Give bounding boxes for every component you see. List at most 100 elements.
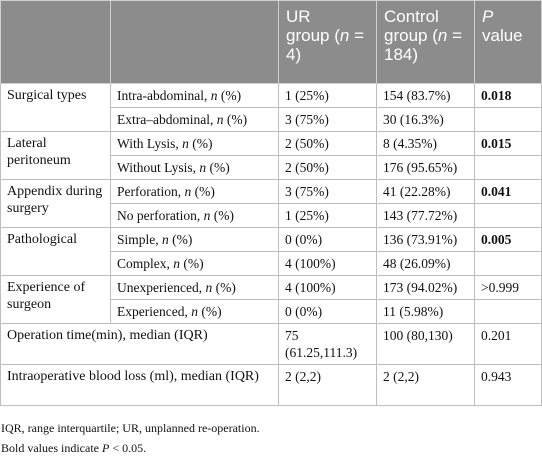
text: Control group ( — [384, 7, 439, 45]
header-cell — [110, 0, 279, 84]
text: (%) — [197, 304, 222, 319]
text: Experienced, — [117, 304, 192, 319]
text: Simple, — [117, 232, 163, 247]
cell: Experience of surgeon — [0, 275, 111, 324]
cell: 75 (61.25,111.3) — [278, 323, 377, 365]
text: n — [437, 26, 448, 45]
text: P — [482, 7, 494, 26]
text: (%) — [188, 136, 213, 151]
cell: Intraoperative blood loss (ml), median (… — [0, 364, 279, 406]
cell: 0.943 — [474, 364, 542, 406]
cell: Unexperienced, n (%) — [110, 275, 279, 300]
text: n — [199, 160, 207, 175]
cell: 2 (2,2) — [278, 364, 377, 406]
table-body: Surgical types Intra-abdominal, n (%) 1 (2… — [0, 83, 542, 406]
text: n — [182, 136, 189, 151]
text: Perforation, — [117, 184, 185, 199]
cell: 3 (75%) — [278, 179, 377, 204]
cell: 2 (50%) — [278, 131, 377, 156]
cell: 0.018 — [474, 83, 542, 108]
cell: 41 (22.28%) — [376, 179, 475, 204]
cell: Simple, n (%) — [110, 227, 279, 252]
text: group ( — [286, 26, 340, 45]
cell — [474, 251, 542, 276]
cell: 0 (0%) — [278, 299, 377, 324]
text: Unexperienced, — [117, 280, 206, 295]
cell: >0.999 — [474, 275, 542, 300]
text: (%) — [217, 88, 242, 103]
cell: No perforation, n (%) — [110, 203, 279, 228]
cell: 2 (50%) — [278, 155, 377, 180]
header-row: UR group (n = 4) Control group (n = 184)… — [0, 0, 542, 84]
cell: 143 (77.72%) — [376, 203, 475, 228]
row: Surgical types Intra-abdominal, n (%) 1 (2… — [0, 83, 542, 132]
text: n — [191, 304, 198, 319]
row: Operation time(min), median (IQR) 75 (61.… — [0, 323, 542, 365]
cell: 4 (100%) — [278, 275, 377, 300]
row: No perforation, n (%) 1 (25%) 143 (77.72%) — [1, 203, 542, 228]
row: Lateral peritoneum With Lysis, n (%) 2 (50… — [0, 131, 542, 180]
cell: 176 (95.65%) — [376, 155, 475, 180]
text: P — [101, 441, 110, 455]
cell: With Lysis, n (%) — [110, 131, 279, 156]
cell: Complex, n (%) — [110, 251, 279, 276]
cell: 11 (5.98%) — [376, 299, 475, 324]
cell: 0.005 — [474, 227, 542, 252]
row: Pathological Simple, n (%) 0 (0%) 136 (73.9… — [0, 227, 542, 276]
text: (%) — [210, 208, 234, 223]
cell: 30 (16.3%) — [376, 107, 475, 132]
cell: 154 (83.7%) — [376, 83, 475, 108]
text: n — [216, 112, 224, 127]
cell — [474, 299, 542, 324]
cell: 100 (80,130) — [376, 323, 475, 365]
text: n — [205, 280, 213, 295]
text: Extra–abdominal, — [117, 112, 217, 127]
text: < 0.05. — [109, 441, 147, 455]
footnote: Bold values indicate P < 0.05. — [1, 438, 542, 458]
text: No perforation, — [117, 208, 204, 223]
cell: Appendix during surgery — [0, 179, 111, 228]
cell: Extra–abdominal, n (%) — [110, 107, 279, 132]
text: n — [162, 232, 169, 247]
text: n — [203, 208, 211, 223]
cell: 0.041 — [474, 179, 542, 204]
text: (%) — [168, 232, 193, 247]
cell: 0.201 — [474, 323, 542, 365]
cell — [474, 107, 542, 132]
text: n — [184, 184, 192, 199]
text: Bold values indicate — [1, 441, 102, 455]
cell: Intra-abdominal, n (%) — [110, 83, 279, 108]
row: Without Lysis, n (%) 2 (50%) 176 (95.65%) — [1, 155, 542, 180]
footnotes: IQR, range interquartile; UR, unplanned … — [0, 406, 542, 458]
cell: Without Lysis, n (%) — [110, 155, 279, 180]
cell: 3 (75%) — [278, 107, 377, 132]
cell: 48 (26.09%) — [376, 251, 475, 276]
cell: 4 (100%) — [278, 251, 377, 276]
cell: 0.015 — [474, 131, 542, 156]
text: (%) — [223, 112, 248, 127]
footnote: IQR, range interquartile; UR, unplanned … — [1, 421, 260, 435]
cell: 1 (25%) — [278, 203, 377, 228]
cell — [474, 155, 542, 180]
cell: 2 (2,2) — [376, 364, 475, 406]
text: (%) — [191, 184, 215, 199]
header-cell — [0, 0, 111, 84]
text: Without Lysis, — [117, 160, 200, 175]
text: Complex, — [117, 256, 174, 271]
text: With Lysis, — [117, 136, 183, 151]
text: = 184) — [384, 26, 462, 64]
cell: Lateral peritoneum — [0, 131, 111, 180]
text: = 4) — [286, 26, 364, 64]
table: UR group (n = 4) Control group (n = 184)… — [0, 0, 542, 406]
cell: 173 (94.02%) — [376, 275, 475, 300]
cell: Perforation, n (%) — [110, 179, 279, 204]
cell: 8 (4.35%) — [376, 131, 475, 156]
text: n — [210, 88, 218, 103]
row: Experience of surgeon Unexperienced, n (%… — [0, 275, 542, 324]
cell: Experienced, n (%) — [110, 299, 279, 324]
text: value — [482, 26, 523, 45]
header-cell: UR group (n = 4) — [278, 0, 377, 84]
text: UR — [286, 7, 311, 26]
text: n — [339, 26, 350, 45]
